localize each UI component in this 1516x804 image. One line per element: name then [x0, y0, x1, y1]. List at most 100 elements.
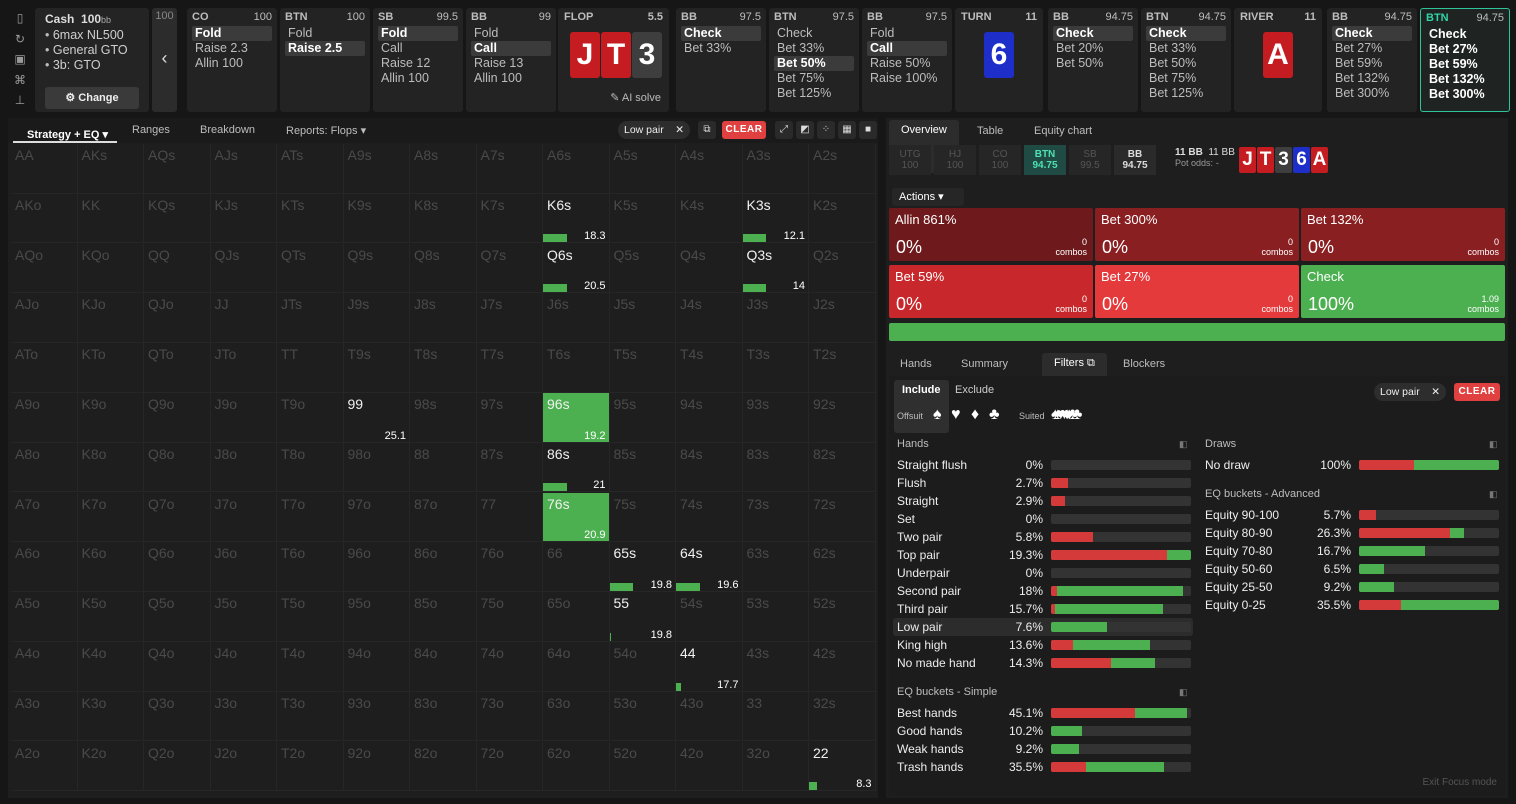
strip-option[interactable]: Check: [1053, 26, 1133, 41]
tab-reports[interactable]: Reports: Flops ▾: [286, 125, 367, 137]
hand-cell-ats[interactable]: ATs: [277, 144, 344, 194]
hand-cell-93o[interactable]: 93o: [343, 691, 410, 742]
hand-cell-62s[interactable]: 62s: [809, 542, 876, 592]
hand-cell-82o[interactable]: 82o: [410, 741, 477, 792]
hand-cell-t4s[interactable]: T4s: [676, 343, 743, 393]
hand-cell-a2o[interactable]: A2o: [11, 741, 78, 792]
hand-cell-k9o[interactable]: K9o: [77, 393, 144, 443]
strip-option[interactable]: Bet 27%: [1335, 41, 1383, 55]
hand-cell-kqo[interactable]: KQo: [77, 243, 144, 294]
hand-cell-86o[interactable]: 86o: [410, 542, 477, 592]
collapse-icon[interactable]: ◧: [1489, 489, 1498, 499]
hand-cell-98s[interactable]: 98s: [410, 393, 477, 443]
hand-cell-q3s[interactable]: Q3s 14: [742, 243, 809, 294]
strip-option[interactable]: Bet 33%: [777, 41, 825, 55]
hand-cell-ajo[interactable]: AJo: [11, 293, 78, 343]
hand-cell-83o[interactable]: 83o: [410, 691, 477, 742]
position-bb[interactable]: BB 94.75: [1114, 145, 1156, 175]
strip-option[interactable]: Bet 125%: [1149, 86, 1204, 100]
hand-cell-q6o[interactable]: Q6o: [144, 542, 211, 592]
strip-option[interactable]: Fold: [288, 26, 313, 40]
hand-cell-ato[interactable]: ATo: [11, 343, 78, 393]
strip-option[interactable]: Bet 50%: [774, 56, 854, 71]
hand-cell-86s[interactable]: 86s 21: [543, 442, 610, 493]
hand-cell-55[interactable]: 55 19.8: [609, 592, 676, 642]
hand-cell-52o[interactable]: 52o: [609, 741, 676, 792]
hand-cell-85s[interactable]: 85s: [609, 442, 676, 493]
hand-cell-k6o[interactable]: K6o: [77, 542, 144, 592]
strip-option[interactable]: Bet 132%: [1429, 72, 1485, 86]
swap-icon[interactable]: ⤢: [775, 121, 793, 139]
hand-cell-a2s[interactable]: A2s: [809, 144, 876, 194]
action-strip-btn[interactable]: BTN 94.75 Check Bet 27% Bet 59% Bet 132% Bet 3…: [1420, 8, 1510, 112]
strip-option[interactable]: Raise 12: [381, 56, 431, 70]
hand-cell-k8o[interactable]: K8o: [77, 442, 144, 493]
action-tile-bet132[interactable]: Bet 132% 0% 0 combos: [1301, 208, 1505, 261]
tab-ranges[interactable]: Ranges: [132, 124, 170, 136]
hand-cell-a9s[interactable]: A9s: [343, 144, 410, 194]
hand-cell-j3s[interactable]: J3s: [742, 293, 809, 343]
hand-cell-72o[interactable]: 72o: [476, 741, 543, 792]
strip-option[interactable]: Call: [471, 41, 551, 56]
stat-row[interactable]: Second pair 18%: [893, 582, 1193, 600]
hand-cell-t2s[interactable]: T2s: [809, 343, 876, 393]
hand-cell-j4o[interactable]: J4o: [210, 642, 277, 692]
tab-summary[interactable]: Summary: [961, 358, 1009, 370]
hand-cell-t5o[interactable]: T5o: [277, 592, 344, 642]
action-strip-bb[interactable]: BB 99 Fold Call Raise 13 Allin 100: [466, 8, 556, 112]
stat-row[interactable]: Flush 2.7%: [893, 474, 1193, 492]
hand-cell-aks[interactable]: AKs: [77, 144, 144, 194]
hand-cell-q4o[interactable]: Q4o: [144, 642, 211, 692]
filter-chip-right[interactable]: Low pair ✕: [1374, 383, 1446, 401]
action-strip-sb[interactable]: SB 99.5 Fold Call Raise 12 Allin 100: [373, 8, 463, 112]
hand-cell-63o[interactable]: 63o: [543, 691, 610, 742]
hand-cell-q8s[interactable]: Q8s: [410, 243, 477, 294]
hand-cell-63s[interactable]: 63s: [742, 542, 809, 592]
hand-cell-76s[interactable]: 76s 20.9: [543, 492, 610, 543]
hand-cell-aqs[interactable]: AQs: [144, 144, 211, 194]
strip-option[interactable]: Call: [381, 41, 403, 55]
hand-cell-kjo[interactable]: KJo: [77, 293, 144, 343]
stat-row[interactable]: Straight flush 0%: [893, 456, 1193, 474]
stat-row[interactable]: No made hand 14.3%: [893, 654, 1193, 672]
hand-cell-j8s[interactable]: J8s: [410, 293, 477, 343]
strip-option[interactable]: Bet 300%: [1335, 86, 1390, 100]
hand-cell-k2o[interactable]: K2o: [77, 741, 144, 792]
ai-solve-button[interactable]: ✎ AI solve: [610, 92, 661, 104]
hand-cell-k7o[interactable]: K7o: [77, 492, 144, 543]
hand-cell-jto[interactable]: JTo: [210, 343, 277, 393]
collapse-icon[interactable]: ◧: [1179, 439, 1188, 449]
hand-cell-k9s[interactable]: K9s: [343, 193, 410, 244]
hand-cell-43s[interactable]: 43s: [742, 642, 809, 692]
hand-cell-kts[interactable]: KTs: [277, 193, 344, 244]
hand-cell-92s[interactable]: 92s: [809, 393, 876, 443]
hand-cell-66[interactable]: 66: [543, 542, 610, 592]
hand-cell-j9o[interactable]: J9o: [210, 393, 277, 443]
stat-row[interactable]: King high 13.6%: [893, 636, 1193, 654]
stat-row[interactable]: Equity 25-50 9.2%: [1201, 578, 1501, 596]
collapse-icon[interactable]: ◧: [1179, 687, 1188, 697]
hand-cell-82s[interactable]: 82s: [809, 442, 876, 493]
strip-option[interactable]: Call: [867, 41, 947, 56]
tab-hands[interactable]: Hands: [900, 358, 932, 370]
hand-cell-a5s[interactable]: A5s: [609, 144, 676, 194]
action-strip-btn[interactable]: BTN 97.5 Check Bet 33% Bet 50% Bet 75% Bet 125…: [769, 8, 859, 112]
hand-cell-97o[interactable]: 97o: [343, 492, 410, 543]
close-icon[interactable]: ✕: [675, 124, 684, 136]
hand-cell-j6o[interactable]: J6o: [210, 542, 277, 592]
filter-chip[interactable]: Low pair ✕: [618, 121, 690, 139]
tab-strategy-eq[interactable]: Strategy + EQ ▾: [27, 129, 109, 141]
stat-row[interactable]: Good hands 10.2%: [893, 722, 1193, 740]
strip-option[interactable]: Fold: [870, 26, 895, 40]
hand-cell-a4o[interactable]: A4o: [11, 642, 78, 692]
hand-cell-a5o[interactable]: A5o: [11, 592, 78, 642]
hand-cell-qq[interactable]: QQ: [144, 243, 211, 294]
hand-cell-42s[interactable]: 42s: [809, 642, 876, 692]
hand-cell-k3s[interactable]: K3s 12.1: [742, 193, 809, 244]
hand-cell-j5o[interactable]: J5o: [210, 592, 277, 642]
hand-cell-a8s[interactable]: A8s: [410, 144, 477, 194]
strip-option[interactable]: Check: [681, 26, 761, 41]
stat-row[interactable]: Underpair 0%: [893, 564, 1193, 582]
hand-cell-a6o[interactable]: A6o: [11, 542, 78, 592]
hand-cell-65s[interactable]: 65s 19.8: [609, 542, 676, 592]
